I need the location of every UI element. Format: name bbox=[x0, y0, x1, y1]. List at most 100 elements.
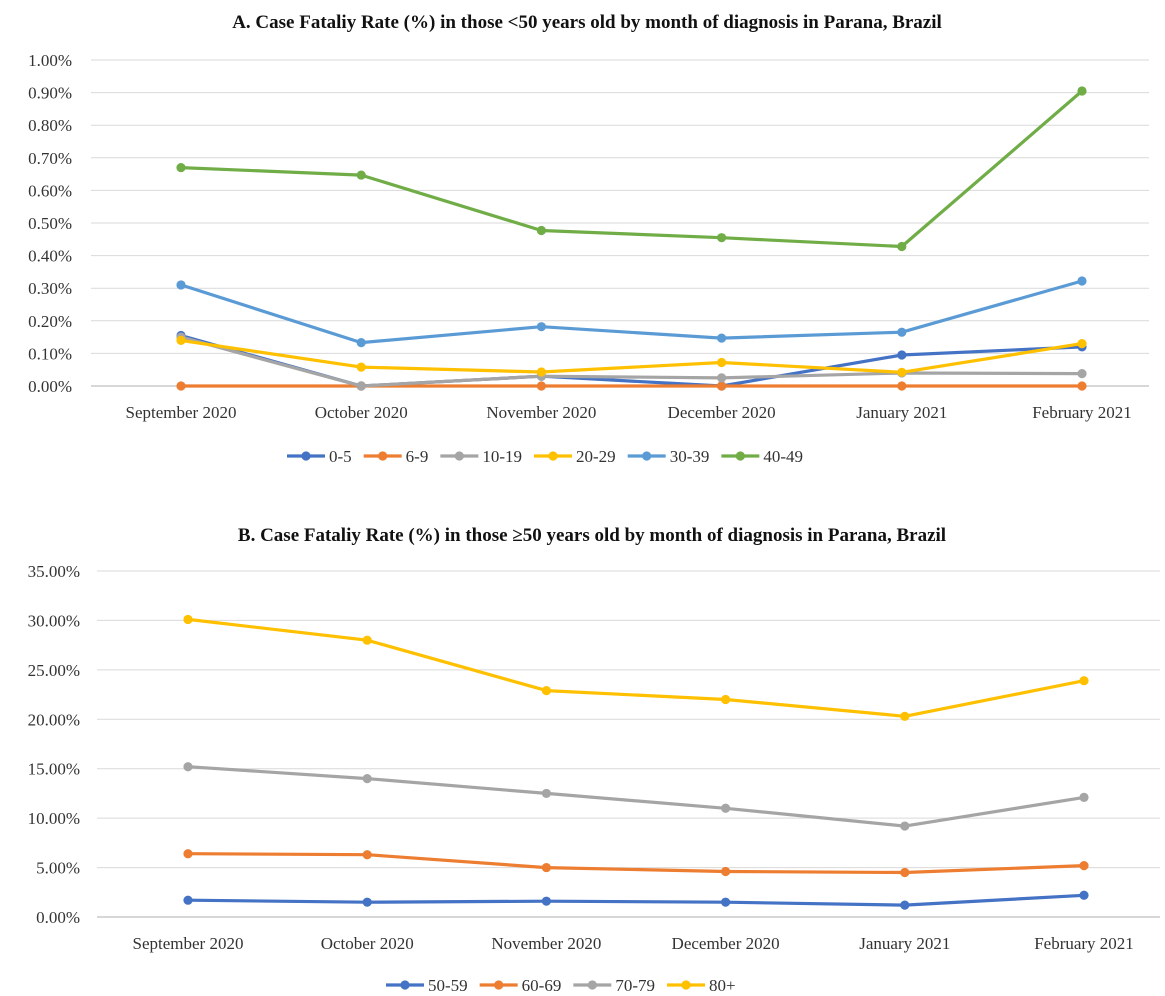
data-point-6-9 bbox=[176, 381, 186, 391]
data-point-80+ bbox=[362, 635, 372, 645]
legend-item-6-9: 6-9 bbox=[363, 447, 429, 466]
legend-item-10-19: 10-19 bbox=[440, 447, 522, 466]
legend-marker bbox=[735, 451, 745, 461]
data-point-70-79 bbox=[721, 803, 731, 813]
data-point-30-39 bbox=[897, 327, 907, 337]
y-tick-label: 35.00% bbox=[28, 562, 80, 581]
legend-item-20-29: 20-29 bbox=[534, 447, 616, 466]
series-line-30-39 bbox=[179, 279, 1084, 345]
y-tick-label: 0.50% bbox=[28, 214, 72, 233]
chart-a-x-ticks: September 2020 October 2020 November 2020 D… bbox=[126, 403, 1132, 422]
legend-label: 30-39 bbox=[670, 447, 710, 466]
data-point-6-9 bbox=[897, 381, 907, 391]
chart-a-series bbox=[176, 86, 1087, 391]
data-point-10-19 bbox=[717, 373, 727, 383]
y-tick-label: 0.20% bbox=[28, 312, 72, 331]
data-point-40-49 bbox=[717, 233, 727, 243]
series-line-60-69 bbox=[186, 852, 1086, 875]
chart-a-y-ticks: 0.00% 0.10% 0.20% 0.30% 0.40% 0.50% 0.60% 0.70%… bbox=[28, 51, 72, 396]
data-point-40-49 bbox=[176, 162, 186, 173]
y-tick-label: 0.80% bbox=[28, 116, 72, 135]
data-point-70-79 bbox=[183, 762, 193, 772]
y-tick-label: 0.30% bbox=[28, 279, 72, 298]
y-tick-label: 1.00% bbox=[28, 51, 72, 70]
x-tick-label: November 2020 bbox=[486, 403, 596, 422]
data-point-20-29 bbox=[897, 367, 907, 377]
legend-label: 6-9 bbox=[406, 447, 429, 466]
data-point-6-9 bbox=[717, 381, 727, 391]
data-point-50-59 bbox=[900, 900, 910, 910]
legend-item-40-49: 40-49 bbox=[721, 447, 803, 466]
data-point-70-79 bbox=[900, 821, 910, 831]
legend-item-0-5: 0-5 bbox=[287, 447, 352, 466]
data-point-30-39 bbox=[356, 338, 366, 348]
data-point-10-19 bbox=[1077, 369, 1087, 379]
chart-b-y-ticks: 0.00% 5.00% 10.00% 15.00% 20.00% 25.00% 30.00%… bbox=[28, 562, 80, 927]
series-line-50-59 bbox=[186, 893, 1086, 907]
legend-label: 60-69 bbox=[522, 976, 562, 995]
chart-b: B. Case Fataliy Rate (%) in those ≥50 ye… bbox=[28, 525, 1160, 995]
legend-marker bbox=[587, 980, 597, 990]
legend-label: 40-49 bbox=[763, 447, 803, 466]
data-point-80+ bbox=[900, 711, 910, 721]
data-point-60-69 bbox=[183, 849, 193, 859]
y-tick-label: 0.00% bbox=[28, 377, 72, 396]
x-tick-label: January 2021 bbox=[856, 403, 947, 422]
data-point-6-9 bbox=[1077, 381, 1087, 391]
chart-a: A. Case Fataliy Rate (%) in those <50 ye… bbox=[28, 12, 1149, 466]
legend-marker bbox=[454, 451, 464, 461]
legend-marker bbox=[378, 451, 388, 461]
y-tick-label: 0.40% bbox=[28, 247, 72, 266]
data-point-70-79 bbox=[541, 788, 552, 799]
chart-a-legend: 0-5 6-9 10-19 20-29 30-39 40-49 bbox=[287, 447, 803, 466]
chart-b-legend: 50-59 60-69 70-79 80+ bbox=[386, 976, 736, 995]
data-point-0-5 bbox=[897, 350, 907, 360]
data-point-30-39 bbox=[176, 280, 186, 290]
data-point-6-9 bbox=[536, 381, 547, 391]
data-point-20-29 bbox=[176, 335, 186, 345]
x-tick-label: September 2020 bbox=[133, 934, 244, 953]
data-point-20-29 bbox=[356, 362, 366, 372]
legend-marker bbox=[301, 451, 311, 461]
chart-b-title: B. Case Fataliy Rate (%) in those ≥50 ye… bbox=[238, 525, 946, 546]
data-point-60-69 bbox=[900, 867, 910, 878]
data-point-40-49 bbox=[897, 241, 907, 252]
data-point-50-59 bbox=[721, 897, 731, 907]
data-point-30-39 bbox=[536, 322, 547, 332]
data-point-60-69 bbox=[721, 866, 731, 877]
y-tick-label: 0.90% bbox=[28, 84, 72, 103]
chart-a-title: A. Case Fataliy Rate (%) in those <50 ye… bbox=[232, 12, 942, 33]
data-point-30-39 bbox=[717, 333, 727, 343]
data-point-10-19 bbox=[356, 381, 366, 391]
y-tick-label: 0.60% bbox=[28, 181, 72, 200]
series-line-20-29 bbox=[179, 338, 1084, 374]
series-line-70-79 bbox=[186, 765, 1086, 828]
y-tick-label: 0.00% bbox=[36, 908, 80, 927]
legend-label: 80+ bbox=[709, 976, 736, 995]
legend-marker bbox=[400, 980, 410, 990]
legend-item-70-79: 70-79 bbox=[573, 976, 655, 995]
x-tick-label: February 2021 bbox=[1034, 934, 1134, 953]
legend-marker bbox=[548, 451, 558, 461]
y-tick-label: 0.10% bbox=[28, 344, 72, 363]
x-tick-label: February 2021 bbox=[1032, 403, 1132, 422]
legend-item-50-59: 50-59 bbox=[386, 976, 468, 995]
data-point-60-69 bbox=[362, 850, 372, 860]
data-point-80+ bbox=[1079, 676, 1089, 686]
y-tick-label: 10.00% bbox=[28, 809, 80, 828]
legend-item-60-69: 60-69 bbox=[479, 976, 562, 995]
chart-b-x-ticks: September 2020 October 2020 November 2020 D… bbox=[133, 934, 1134, 953]
legend-label: 0-5 bbox=[329, 447, 352, 466]
legend-item-30-39: 30-39 bbox=[627, 447, 710, 466]
y-tick-label: 15.00% bbox=[28, 760, 80, 779]
y-tick-label: 25.00% bbox=[28, 661, 80, 680]
data-point-60-69 bbox=[1079, 860, 1089, 871]
data-point-50-59 bbox=[1079, 890, 1089, 900]
data-point-40-49 bbox=[356, 170, 366, 180]
x-tick-label: November 2020 bbox=[491, 934, 601, 953]
y-tick-label: 20.00% bbox=[28, 710, 80, 729]
legend-label: 50-59 bbox=[428, 976, 468, 995]
x-tick-label: December 2020 bbox=[672, 934, 780, 953]
legend-label: 10-19 bbox=[482, 447, 522, 466]
